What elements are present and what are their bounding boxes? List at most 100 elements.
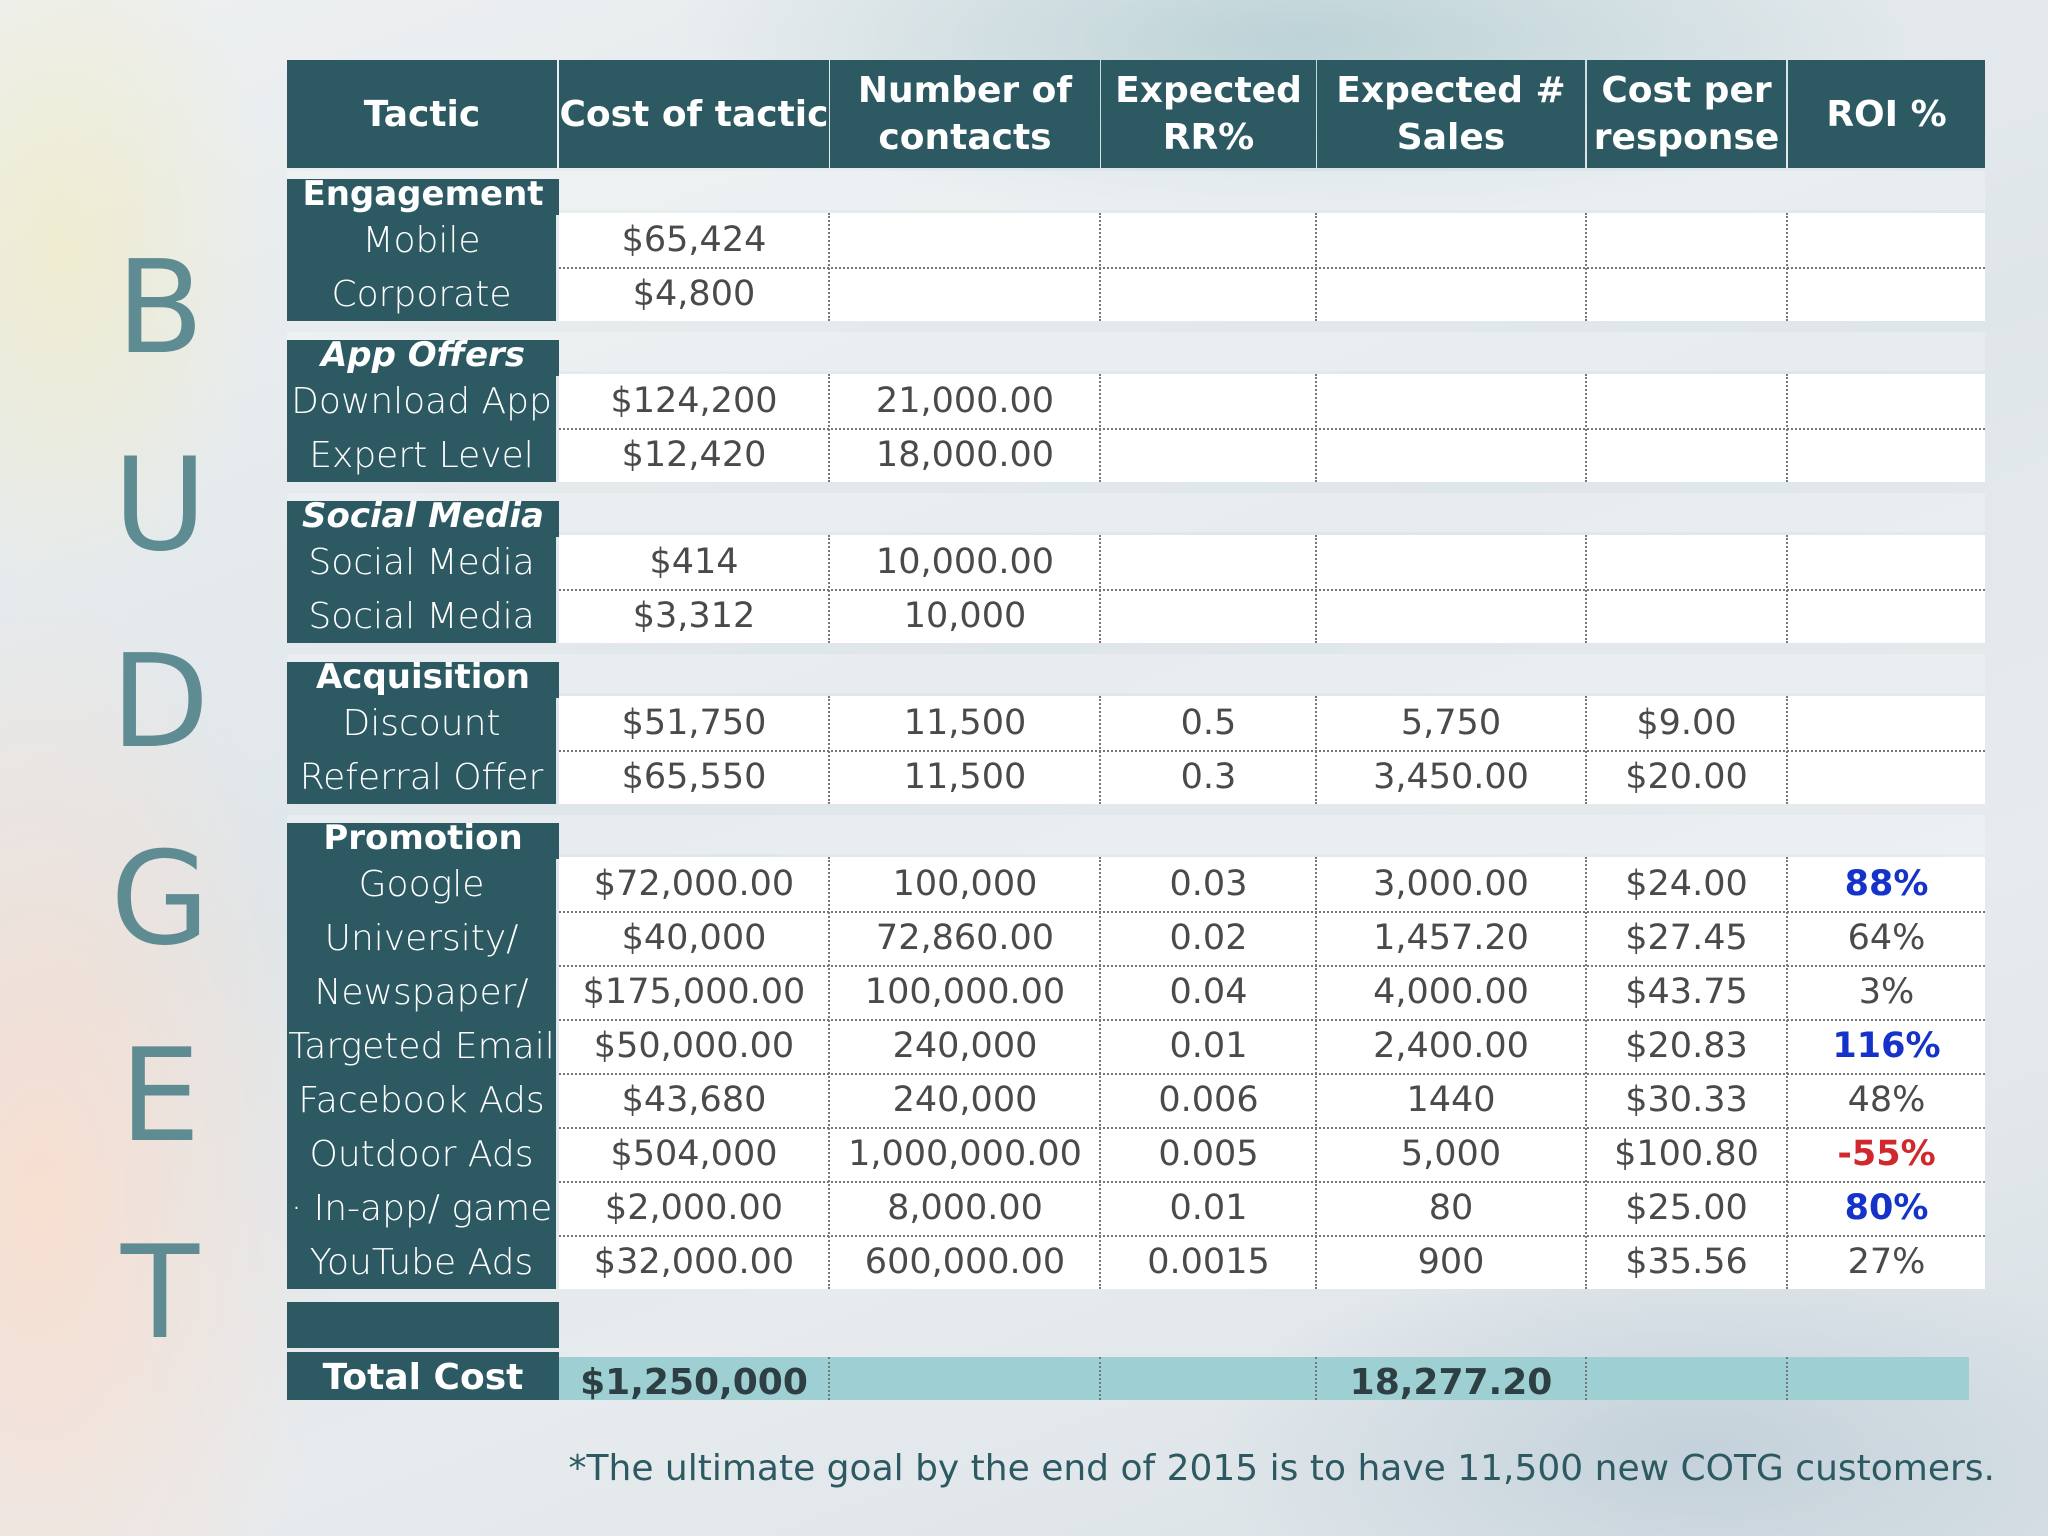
rr-cell: 0.01 (1169, 1188, 1248, 1228)
row-divider (559, 750, 1985, 752)
sales-cell: 80 (1428, 1188, 1474, 1228)
sales-cell: 900 (1417, 1242, 1485, 1282)
cpr-cell: $30.33 (1625, 1080, 1748, 1120)
tactic-column-strip (287, 535, 556, 643)
column-header: Number of contacts (830, 60, 1100, 168)
total-label: Total Cost (287, 1352, 559, 1400)
tactic-name: Google (358, 863, 485, 905)
roi-cell (1788, 589, 1985, 643)
column-header: Cost of tactic (559, 60, 829, 168)
rr-cell: 0.5 (1180, 703, 1237, 743)
total-row-background (559, 1357, 1969, 1400)
cost-cell: $12,420 (621, 435, 767, 475)
contacts-cell (830, 267, 1100, 321)
cost-cell: $414 (649, 542, 739, 582)
section-label: Promotion (287, 823, 559, 859)
contacts-cell: 10,000.00 (875, 542, 1055, 582)
cpr-cell: $25.00 (1625, 1188, 1748, 1228)
rr-cell (1101, 535, 1316, 589)
tactic-name: Expert Level (309, 434, 534, 476)
cost-cell: $504,000 (610, 1134, 778, 1174)
rr-cell (1101, 374, 1316, 428)
sales-cell: 2,400.00 (1373, 1026, 1529, 1066)
column-divider (1585, 1357, 1587, 1400)
title-letter: G (110, 825, 210, 974)
cpr-cell (1587, 428, 1786, 482)
tactic-name: Corporate (331, 273, 512, 315)
contacts-cell: 600,000.00 (864, 1242, 1066, 1282)
tactic-name: YouTube Ads (309, 1241, 534, 1283)
contacts-cell: 100,000.00 (864, 972, 1066, 1012)
tactic-column-strip (287, 374, 556, 482)
column-divider (1099, 1357, 1101, 1400)
rr-cell (1101, 267, 1316, 321)
cost-cell: $3,312 (632, 596, 756, 636)
cost-cell: $72,000.00 (593, 864, 795, 904)
budget-table: Tactic Cost of tactic Number of contacts Ex… (287, 60, 1985, 1412)
cost-cell: $50,000.00 (593, 1026, 795, 1066)
column-header: ROI % (1788, 60, 1985, 168)
cost-cell: $124,200 (610, 381, 778, 421)
tactic-column-filler (287, 1302, 559, 1348)
section-label: App Offers (287, 340, 559, 376)
tactic-name: Download App (291, 380, 552, 422)
cost-cell: $40,000 (621, 918, 767, 958)
sales-cell (1317, 267, 1585, 321)
tactic-name: Targeted Email (288, 1025, 555, 1067)
row-divider (559, 1127, 1985, 1129)
cpr-cell: $24.00 (1625, 864, 1748, 904)
cost-cell: $65,550 (621, 757, 767, 797)
contacts-cell: 240,000 (892, 1026, 1038, 1066)
rr-cell (1101, 213, 1316, 267)
cost-cell: $4,800 (632, 274, 756, 314)
contacts-cell: 100,000 (892, 864, 1038, 904)
tactic-name: · In-app/ game (290, 1187, 553, 1229)
column-header: Cost per response (1587, 60, 1786, 168)
sales-cell (1317, 374, 1585, 428)
title-letter: D (110, 628, 210, 777)
rr-cell: 0.3 (1180, 757, 1237, 797)
cost-cell: $32,000.00 (593, 1242, 795, 1282)
row-divider (559, 428, 1985, 430)
rr-cell: 0.0015 (1147, 1242, 1270, 1282)
section-label: Social Media (287, 501, 559, 537)
cpr-cell (1587, 374, 1786, 428)
column-header: Expected RR% (1101, 60, 1316, 168)
rr-cell: 0.04 (1169, 972, 1248, 1012)
column-divider (1315, 1357, 1317, 1400)
section-label: Acquisition (287, 662, 559, 698)
cpr-cell (1587, 213, 1786, 267)
total-sales-value: 18,277.20 (1349, 1362, 1553, 1403)
tactic-name: Newspaper/ (314, 971, 529, 1013)
title-letter: B (116, 234, 204, 383)
sales-cell: 3,450.00 (1373, 757, 1529, 797)
cpr-cell: $20.00 (1625, 757, 1748, 797)
cost-cell: $65,424 (621, 220, 767, 260)
sales-cell (1317, 213, 1585, 267)
column-header: Expected # Sales (1317, 60, 1585, 168)
roi-cell: 48% (1847, 1080, 1926, 1120)
roi-cell: 27% (1847, 1242, 1926, 1282)
rr-cell: 0.03 (1169, 864, 1248, 904)
section-band (287, 654, 1985, 693)
cost-cell: $175,000.00 (582, 972, 806, 1012)
cpr-cell (1587, 267, 1786, 321)
roi-cell: 3% (1858, 972, 1915, 1012)
cpr-cell (1587, 589, 1786, 643)
row-divider (559, 1073, 1985, 1075)
sales-cell (1317, 589, 1585, 643)
cpr-cell (1587, 535, 1786, 589)
roi-cell (1788, 535, 1985, 589)
row-divider (559, 1181, 1985, 1183)
row-divider (559, 911, 1985, 913)
cpr-cell: $9.00 (1636, 703, 1737, 743)
cpr-cell: $35.56 (1625, 1242, 1748, 1282)
rr-cell: 0.02 (1169, 918, 1248, 958)
roi-cell (1788, 750, 1985, 804)
tactic-name: Referral Offer (299, 756, 544, 798)
roi-cell: 64% (1847, 918, 1926, 958)
roi-cell (1788, 374, 1985, 428)
contacts-cell: 8,000.00 (887, 1188, 1043, 1228)
contacts-cell: 240,000 (892, 1080, 1038, 1120)
rr-cell (1101, 428, 1316, 482)
